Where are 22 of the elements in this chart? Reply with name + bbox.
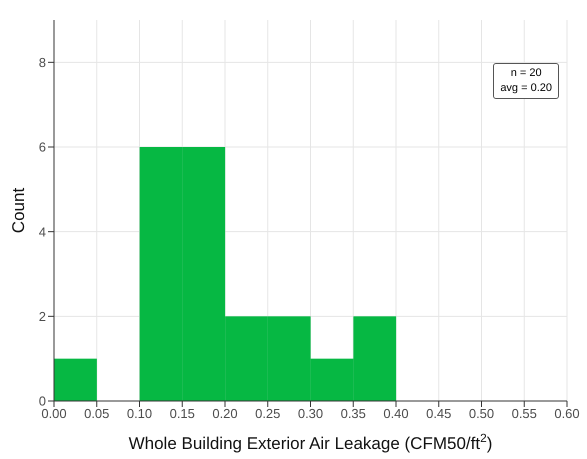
- x-axis-title: Whole Building Exterior Air Leakage (CFM50/ft$^{2}$): [128, 431, 492, 453]
- x-tick-label: 0.60: [554, 406, 580, 422]
- x-tick-label: 0.40: [383, 406, 409, 422]
- x-tick-label: 0.00: [41, 406, 67, 422]
- y-tick-label: 0: [38, 394, 46, 409]
- x-tick-label: 0.45: [426, 406, 452, 422]
- y-tick-label: 4: [38, 224, 46, 240]
- annotation: avg = 0.20: [500, 81, 552, 96]
- x-tick-label: 0.35: [340, 406, 366, 422]
- y-tick-label: 2: [38, 308, 46, 324]
- x-tick-label: 0.15: [170, 406, 195, 422]
- annotation: n = 20: [510, 66, 543, 81]
- y-tick-label: 6: [38, 140, 46, 155]
- x-tick-label: 0.25: [255, 406, 280, 422]
- x-tick-label: 0.05: [84, 406, 110, 422]
- x-tick-label: 0.10: [126, 406, 152, 422]
- x-tick-label: 0.55: [512, 406, 537, 422]
- y-axis-title: Count: [9, 188, 28, 234]
- x-tick-label: 0.20: [212, 406, 238, 422]
- x-tick-label: 0.30: [298, 406, 324, 422]
- x-tick-label: 0.50: [468, 406, 494, 422]
- y-tick-label: 8: [38, 54, 46, 70]
